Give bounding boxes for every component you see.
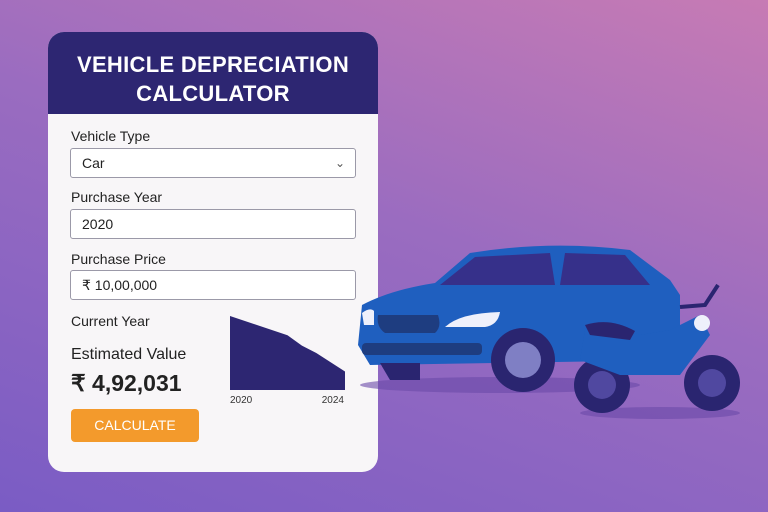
vehicle-type-value: Car xyxy=(82,155,105,171)
depreciation-chart: 2020 2024 xyxy=(230,316,345,406)
vehicles-illustration xyxy=(358,245,740,419)
vehicle-type-label: Vehicle Type xyxy=(71,128,151,144)
estimated-value-label: Estimated Value xyxy=(71,346,187,363)
vehicle-type-select[interactable]: Car ⌄ xyxy=(70,148,356,178)
title-line-2: CALCULATOR xyxy=(136,81,290,106)
current-year-label: Current Year xyxy=(71,313,150,329)
purchase-price-label: Purchase Price xyxy=(71,251,166,267)
card-header: VEHICLE DEPRECIATION CALCULATOR xyxy=(48,32,378,114)
chevron-down-icon: ⌄ xyxy=(334,156,345,170)
calculator-card: VEHICLE DEPRECIATION CALCULATOR Vehicle … xyxy=(48,32,378,472)
purchase-price-input[interactable]: ₹ 10,00,000 xyxy=(70,270,356,300)
purchase-year-input[interactable]: 2020 xyxy=(70,209,356,239)
purchase-year-label: Purchase Year xyxy=(71,189,163,205)
depreciation-area xyxy=(230,316,345,390)
calculate-button[interactable]: CALCULATE xyxy=(71,409,199,442)
motorcycle-illustration xyxy=(574,283,740,419)
x-tick-end: 2024 xyxy=(322,395,345,406)
estimated-value: ₹ 4,92,031 xyxy=(71,370,182,396)
x-tick-start: 2020 xyxy=(230,395,253,406)
title-line-1: VEHICLE DEPRECIATION xyxy=(76,52,350,77)
car-illustration xyxy=(358,245,680,393)
